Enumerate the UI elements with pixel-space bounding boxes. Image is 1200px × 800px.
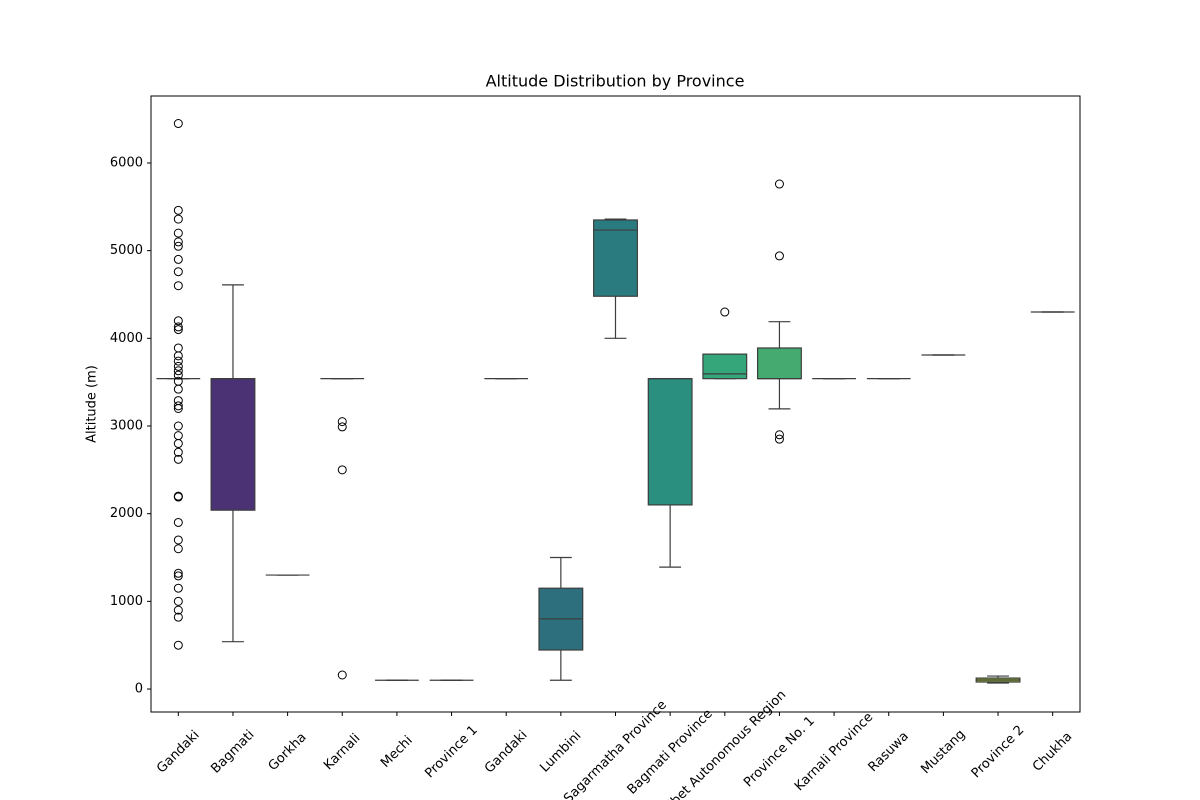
box (210, 378, 256, 511)
x-tick-label: Bagmati (208, 727, 257, 776)
outlier (774, 251, 784, 261)
outlier (173, 361, 183, 371)
outlier (173, 640, 183, 650)
outlier (173, 281, 183, 291)
outlier (774, 430, 784, 440)
y-axis-label: Altitude (m) (85, 365, 100, 443)
outlier (173, 322, 183, 332)
box (593, 219, 638, 297)
box (647, 378, 693, 506)
outlier (173, 447, 183, 457)
outlier (774, 434, 784, 444)
outlier (173, 517, 183, 527)
outlier (173, 605, 183, 615)
outlier (173, 254, 183, 264)
outlier (173, 237, 183, 247)
x-tick-label: Gandaki (482, 728, 531, 777)
y-tick-label: 5000 (110, 243, 143, 258)
outlier (173, 228, 183, 238)
outlier (173, 571, 183, 581)
outlier (173, 583, 183, 593)
outlier (337, 422, 347, 432)
outlier (173, 267, 183, 277)
x-tick-label: Lumbini (537, 728, 584, 775)
outlier (173, 205, 183, 215)
x-tick-label: Gandaki (154, 728, 203, 777)
outlier (173, 401, 183, 411)
y-tick-label: 4000 (110, 331, 143, 346)
outlier (173, 325, 183, 335)
outlier (173, 431, 183, 441)
outlier (337, 417, 347, 427)
outlier (173, 366, 183, 376)
y-tick-label: 1000 (110, 594, 143, 609)
x-tick-label: Mechi (378, 733, 416, 771)
outlier (173, 316, 183, 326)
outlier (337, 670, 347, 680)
x-tick-label: Province 2 (969, 723, 1027, 781)
outlier (173, 492, 183, 502)
x-tick-label: Mustang (918, 727, 968, 777)
plot-frame (150, 95, 1081, 713)
y-tick-label: 2000 (110, 506, 143, 521)
outlier (173, 439, 183, 449)
outlier (173, 535, 183, 545)
outlier (173, 403, 183, 413)
outlier (173, 596, 183, 606)
x-tick-label: Gorkha (266, 730, 310, 774)
outlier (173, 612, 183, 622)
outlier (173, 568, 183, 578)
outlier (720, 307, 730, 317)
chart-title: Altitude Distribution by Province (486, 72, 745, 91)
x-tick-label: Province 1 (422, 723, 480, 781)
y-tick-label: 6000 (110, 155, 143, 170)
outlier (173, 544, 183, 554)
outlier (337, 465, 347, 475)
outlier (173, 343, 183, 353)
x-tick-label: Karnali (321, 731, 363, 773)
outlier (173, 119, 183, 129)
x-tick-label: Rasuwa (866, 729, 912, 775)
outlier (173, 421, 183, 431)
outlier (173, 454, 183, 464)
outlier (774, 179, 784, 189)
outlier (173, 241, 183, 251)
outlier (173, 214, 183, 224)
outlier (173, 370, 183, 380)
y-tick-label: 3000 (110, 419, 143, 434)
outlier (173, 351, 183, 361)
box (756, 347, 802, 380)
box (702, 353, 748, 380)
x-tick-label: Chukha (1030, 729, 1075, 774)
y-tick-label: 0 (135, 682, 143, 697)
outlier (173, 356, 183, 366)
outlier (173, 384, 183, 394)
